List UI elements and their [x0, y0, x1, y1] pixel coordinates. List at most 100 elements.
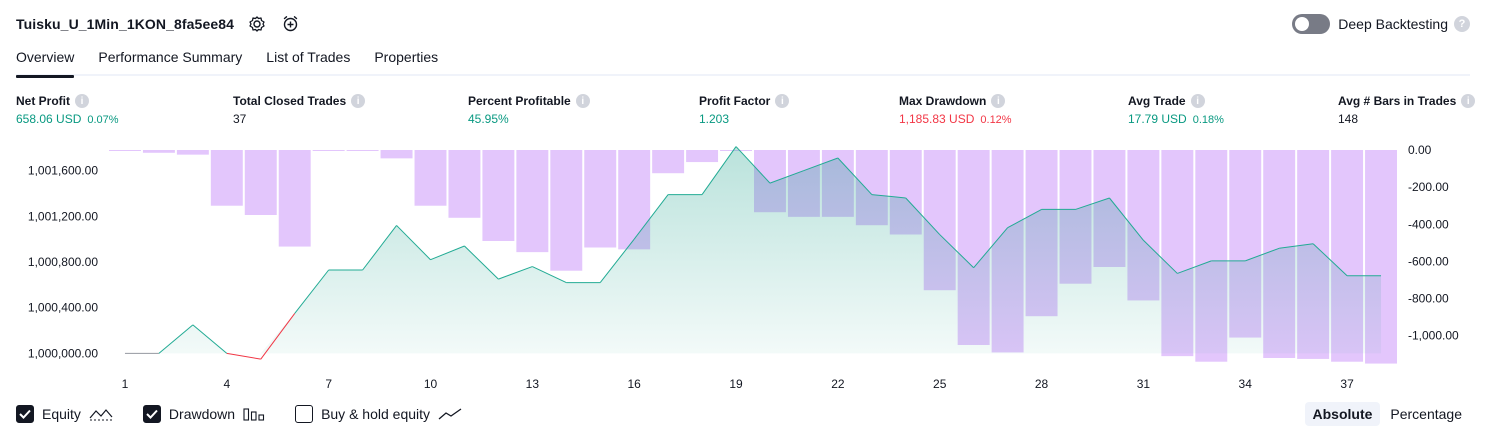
x-tick-label: 37: [1340, 377, 1354, 391]
info-icon[interactable]: i: [1461, 94, 1476, 108]
info-icon[interactable]: i: [1190, 94, 1205, 108]
drawdown-bar: [448, 150, 481, 218]
equity-line-segment: [158, 324, 194, 354]
equity-line-segment: [498, 266, 533, 280]
drawdown-bar: [142, 150, 175, 153]
equity-line-segment: [701, 146, 737, 195]
absolute-button[interactable]: Absolute: [1304, 402, 1381, 426]
drawdown-bar: [278, 150, 311, 247]
legend-equity[interactable]: Equity: [16, 405, 113, 423]
help-icon[interactable]: ?: [1454, 16, 1470, 32]
y-left-tick-label: 1,000,000.00: [28, 346, 98, 360]
drawdown-bar: [176, 150, 209, 155]
equity-line-segment: [871, 194, 906, 199]
buy-hold-checkbox[interactable]: [295, 405, 314, 423]
tab-bar: Overview Performance Summary List of Tra…: [16, 44, 1470, 78]
equity-line-segment: [1007, 208, 1042, 229]
equity-line-segment: [1245, 247, 1280, 262]
info-icon[interactable]: i: [75, 94, 89, 108]
percentage-button[interactable]: Percentage: [1390, 406, 1462, 422]
stat-value: 1,185.83 USD: [899, 112, 975, 126]
equity-line-segment: [1279, 243, 1314, 249]
stat-label: Total Closed Trades: [233, 94, 347, 108]
legend-drawdown[interactable]: Drawdown: [142, 405, 265, 423]
tab-list-of-trades[interactable]: List of Trades: [266, 49, 351, 65]
info-icon[interactable]: i: [351, 94, 366, 108]
drawdown-bar: [312, 150, 345, 151]
equity-line-segment: [1075, 197, 1110, 210]
equity-line-segment: [464, 245, 499, 280]
tab-performance-summary[interactable]: Performance Summary: [98, 49, 243, 65]
equity-line-segment: [430, 245, 465, 261]
equity-line-segment: [396, 225, 431, 261]
equity-line-segment: [1312, 243, 1348, 277]
stat-percent: 0.07%: [87, 114, 119, 126]
tab-overview[interactable]: Overview: [16, 44, 75, 78]
stat-label: Profit Factor: [699, 94, 771, 108]
x-tick-label: 4: [223, 377, 230, 391]
chart-legend: Equity Drawdown Buy & hold equity: [16, 403, 492, 425]
drawdown-bar: [414, 150, 447, 206]
x-tick-label: 28: [1035, 377, 1049, 391]
drawdown-bar: [210, 150, 243, 206]
alarm-add-icon[interactable]: [280, 13, 302, 35]
equity-line-segment: [294, 269, 330, 314]
tab-properties[interactable]: Properties: [374, 49, 439, 65]
drawdown-bar: [244, 150, 277, 215]
stat-label: Avg Trade: [1128, 94, 1186, 108]
stat-avg-bars-in-trades: Avg # Bars in Trades i 148: [1338, 92, 1476, 128]
info-icon[interactable]: i: [775, 94, 790, 108]
deep-backtesting-label: Deep Backtesting: [1338, 16, 1448, 32]
drawdown-checkbox[interactable]: [142, 405, 161, 423]
stats-row: Net Profit i 658.06 USD 0.07% Total Closed…: [0, 92, 1486, 132]
equity-line-segment: [226, 352, 261, 360]
legend-buy-hold-label: Buy & hold equity: [321, 406, 431, 422]
equity-line-segment: [939, 234, 975, 269]
deep-backtesting-toggle[interactable]: [1292, 14, 1331, 34]
check-icon: [19, 409, 31, 419]
stat-label: Avg # Bars in Trades: [1338, 94, 1457, 108]
equity-line-segment: [1143, 239, 1178, 274]
stat-value: 17.79 USD: [1128, 112, 1187, 126]
stat-percent-profitable: Percent Profitable i 45.95%: [468, 92, 590, 128]
x-tick-label: 13: [526, 377, 540, 391]
bar-chart-icon: [243, 407, 265, 421]
legend-equity-label: Equity: [42, 406, 81, 422]
x-tick-label: 31: [1137, 377, 1151, 391]
drawdown-bar: [482, 150, 515, 241]
x-tick-label: 10: [424, 377, 438, 391]
display-mode-switch: Absolute Percentage: [1303, 401, 1471, 427]
equity-line-segment: [769, 170, 805, 184]
equity-line-segment: [1109, 197, 1144, 241]
equity-line-icon: [89, 407, 113, 421]
stat-value: 37: [233, 112, 247, 126]
legend-drawdown-label: Drawdown: [168, 406, 236, 422]
drawdown-bar: [516, 150, 549, 253]
equity-line-segment: [633, 194, 669, 240]
info-icon[interactable]: i: [991, 94, 1006, 108]
legend-buy-hold[interactable]: Buy & hold equity: [295, 405, 462, 423]
drawdown-bar: [686, 150, 719, 163]
stat-value: 45.95%: [468, 112, 509, 126]
y-right-tick-label: -1,000.00: [1408, 329, 1459, 343]
equity-checkbox[interactable]: [16, 405, 34, 423]
y-left-tick-label: 1,000,800.00: [28, 255, 98, 269]
x-tick-label: 7: [325, 377, 332, 391]
x-tick-label: 19: [729, 377, 743, 391]
equity-drawdown-chart[interactable]: 1,000,000.00 1,000,400.00 1,000,800.00 1,00…: [0, 140, 1486, 398]
gear-icon[interactable]: [246, 13, 268, 35]
y-right-tick-label: -800.00: [1408, 292, 1449, 306]
x-tick-label: 1: [122, 377, 129, 391]
x-tick-label: 25: [933, 377, 947, 391]
stat-value: 148: [1338, 112, 1359, 126]
strategy-header: Tuisku_U_1Min_1KON_8fa5ee84: [16, 12, 302, 36]
stat-value: 658.06 USD: [16, 112, 82, 126]
equity-line-segment: [837, 157, 873, 195]
x-tick-label: 22: [831, 377, 845, 391]
y-left-tick-label: 1,001,200.00: [28, 209, 98, 223]
x-tick-label: 34: [1239, 377, 1253, 391]
y-right-tick-label: -600.00: [1408, 254, 1449, 268]
equity-line-segment: [973, 227, 1008, 269]
y-left-tick-label: 1,001,600.00: [28, 164, 98, 178]
info-icon[interactable]: i: [575, 94, 590, 108]
